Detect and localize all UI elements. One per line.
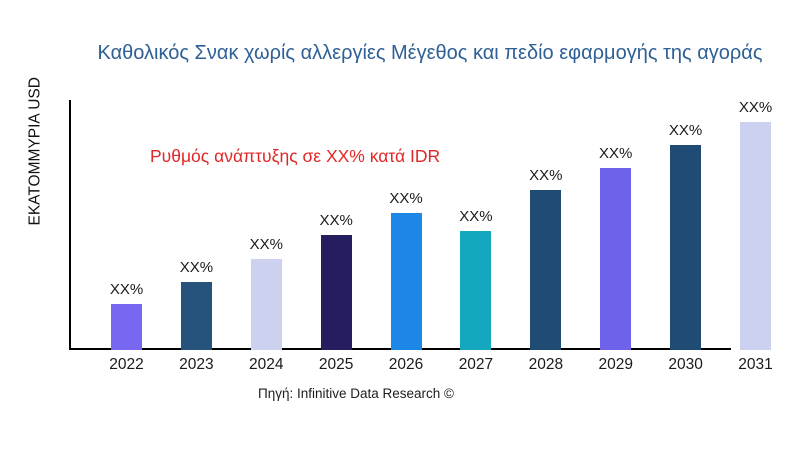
bar-2026 (390, 213, 422, 350)
bar-value-label-2026: XX% (389, 190, 423, 207)
x-tick-label-2026: 2026 (388, 356, 424, 373)
bar-2025 (320, 235, 352, 350)
bar-value-label-2023: XX% (179, 259, 214, 276)
x-tick-label-2027: 2027 (458, 356, 494, 373)
chart-title: Καθολικός Σνακ χωρίς αλλεργίες Μέγεθος κ… (97, 42, 763, 64)
plot-area: XX% XX% XX% XX% XX% XX% XX% XX% XX% XX% (0, 99, 800, 350)
x-tick-label-2024: 2024 (249, 356, 284, 373)
x-tick-label-2031: 2031 (738, 356, 773, 373)
bar-2028 (530, 190, 562, 350)
x-tick-label-2022: 2022 (109, 356, 144, 373)
bar-2029 (600, 168, 632, 350)
bar-2027 (460, 231, 492, 350)
x-tick-label-2030: 2030 (668, 356, 703, 373)
bar-2030 (670, 145, 702, 350)
bar-2024 (250, 259, 282, 350)
bar-2022 (111, 304, 142, 350)
bar-value-label-2024: XX% (249, 236, 283, 253)
bar-value-label-2030: XX% (668, 122, 703, 139)
bar-value-label-2028: XX% (529, 167, 563, 184)
bar-value-label-2022: XX% (109, 281, 144, 298)
growth-rate-annotation: Ρυθμός ανάπτυξης σε XX% κατά IDR (150, 146, 441, 166)
bar-value-label-2031: XX% (738, 99, 773, 116)
bar-2023 (180, 282, 212, 350)
source-attribution: Πηγή: Infinitive Data Research © (257, 386, 455, 401)
x-tick-label-2029: 2029 (598, 356, 633, 373)
x-tick-label-2025: 2025 (318, 356, 354, 373)
bar-value-label-2029: XX% (599, 145, 633, 162)
x-tick-label-2023: 2023 (179, 356, 214, 373)
y-axis-line (69, 100, 71, 350)
bar-value-label-2025: XX% (319, 212, 353, 229)
x-tick-label-2028: 2028 (528, 356, 564, 373)
bar-value-label-2027: XX% (459, 208, 493, 225)
bar-2031 (740, 122, 771, 350)
